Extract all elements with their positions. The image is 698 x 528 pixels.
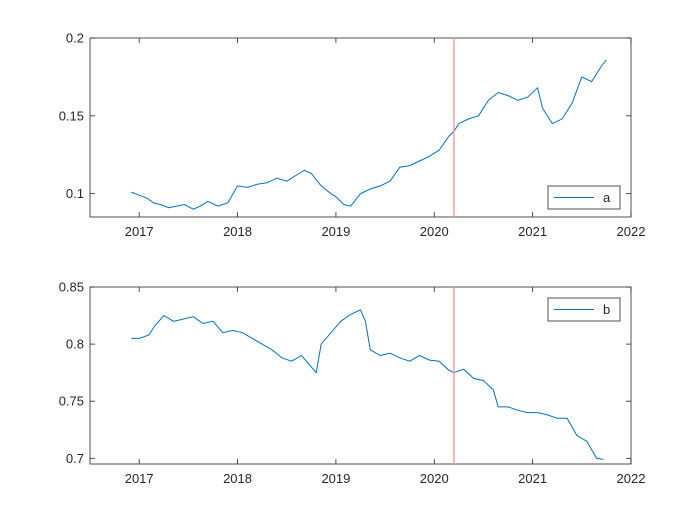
x-tick-label: 2022 (617, 471, 646, 486)
y-tick-label: 0.8 (66, 337, 84, 352)
chart-bottom: 2017 2018 2019 2020 2021 2022 0.7 0.75 0.8 0.85 b (59, 280, 646, 487)
x-tick-label: 2017 (125, 224, 154, 239)
axes-box (89, 37, 632, 218)
y-tick-label: 0.2 (66, 31, 84, 46)
x-tick-label: 2021 (518, 471, 547, 486)
y-tick-label: 0.1 (66, 186, 84, 201)
series-line-b (131, 309, 604, 460)
axes-box (89, 286, 632, 465)
x-tick-label: 2017 (125, 471, 154, 486)
legend-label: a (603, 190, 611, 205)
series-line-a (131, 59, 607, 210)
y-tick-label: 0.7 (66, 451, 84, 466)
legend-label: b (603, 302, 610, 317)
x-tick-label: 2019 (321, 471, 350, 486)
chart-top: 2017 2018 2019 2020 2021 2022 0.1 0.15 0.2 a (59, 31, 646, 240)
x-tick-label: 2020 (420, 224, 449, 239)
x-tick-label: 2018 (223, 471, 252, 486)
x-tick-label: 2018 (223, 224, 252, 239)
y-tick-label: 0.15 (59, 108, 84, 123)
x-tick-label: 2020 (420, 471, 449, 486)
x-tick-label: 2019 (321, 224, 350, 239)
y-tick-label: 0.75 (59, 394, 84, 409)
y-tick-label: 0.85 (59, 280, 84, 295)
x-tick-label: 2022 (617, 224, 646, 239)
x-tick-label: 2021 (518, 224, 547, 239)
